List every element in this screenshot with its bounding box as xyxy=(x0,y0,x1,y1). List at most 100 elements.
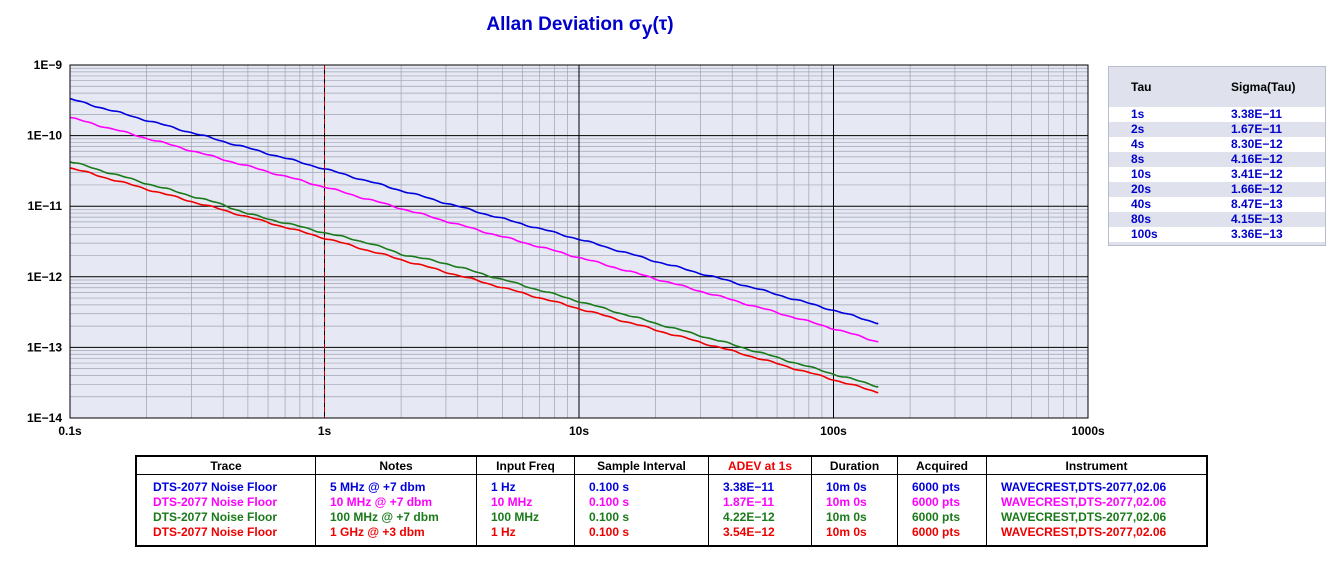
sigma-value: 3.36E−13 xyxy=(1231,227,1283,241)
sigma-value: 1.67E−11 xyxy=(1231,122,1283,136)
legend-cell: WAVECREST,DTS-2077,02.06 xyxy=(986,474,1208,494)
tau-value: 2s xyxy=(1131,122,1145,136)
legend-cell: 10m 0s xyxy=(811,509,898,524)
y-tick-label: 1E−11 xyxy=(28,199,63,213)
legend-cell: 6000 pts xyxy=(897,509,987,524)
legend-cell: 5 MHz @ +7 dbm xyxy=(315,474,477,494)
y-tick-label: 1E−14 xyxy=(27,411,62,425)
legend-cell: 10 MHz @ +7 dbm xyxy=(315,494,477,509)
tau-table-row: 1s 3.38E−11 xyxy=(1109,107,1325,122)
legend-cell: 0.100 s xyxy=(574,524,709,546)
legend-cell: DTS-2077 Noise Floor xyxy=(135,494,316,509)
tau-table-row: 4s 8.30E−12 xyxy=(1109,137,1325,152)
legend-cell: 1 Hz xyxy=(476,474,575,494)
tau-header: Tau xyxy=(1131,80,1152,94)
tau-value: 10s xyxy=(1131,167,1152,181)
legend-cell: 1 Hz xyxy=(476,524,575,546)
legend-header: Duration xyxy=(811,455,898,475)
tau-table-row: 2s 1.67E−11 xyxy=(1109,122,1325,137)
legend-header: Acquired xyxy=(897,455,987,475)
series-layer xyxy=(69,97,879,394)
legend-cell: 0.100 s xyxy=(574,509,709,524)
tau-value: 4s xyxy=(1131,137,1145,151)
legend-cell: 6000 pts xyxy=(897,474,987,494)
legend-header: Trace xyxy=(135,455,316,475)
legend-cell: 3.54E−12 xyxy=(708,524,812,546)
legend-cell: 100 MHz @ +7 dbm xyxy=(315,509,477,524)
legend-cell: 1.87E−11 xyxy=(708,494,812,509)
sigma-value: 8.47E−13 xyxy=(1231,197,1283,211)
tau-value: 1s xyxy=(1131,107,1145,121)
legend-header-row: Trace Notes Input Freq Sample Interval A… xyxy=(135,455,1208,475)
tau-value: 40s xyxy=(1131,197,1152,211)
tau-table-header: Tau Sigma(Tau) xyxy=(1109,67,1325,107)
legend-cell: 4.22E−12 xyxy=(708,509,812,524)
legend-cell: 6000 pts xyxy=(897,494,987,509)
tau-value: 20s xyxy=(1131,182,1152,196)
legend-header: ADEV at 1s xyxy=(708,455,812,475)
legend-header: Instrument xyxy=(986,455,1208,475)
series-line xyxy=(69,97,879,325)
sigma-header: Sigma(Tau) xyxy=(1231,80,1296,94)
sigma-value: 4.16E−12 xyxy=(1231,152,1283,166)
tau-table-body: 1s 3.38E−11 2s 1.67E−11 4s 8.30E−12 8s 4.16E−12… xyxy=(1109,107,1325,242)
legend-cell: 10m 0s xyxy=(811,524,898,546)
legend-body: DTS-2077 Noise Floor 5 MHz @ +7 dbm 1 Hz 0.… xyxy=(135,474,1208,546)
allan-deviation-chart: 1E−14 1E−13 1E−12 1E−11 1E−10 1E−9 0.1s 1s 10s 1… xyxy=(27,58,1105,438)
legend-cell: 10 MHz xyxy=(476,494,575,509)
legend-header: Sample Interval xyxy=(574,455,709,475)
chart-title: Allan Deviation σy(τ) xyxy=(486,14,674,40)
series-line xyxy=(69,161,879,388)
x-tick-label: 1s xyxy=(318,424,332,438)
x-axis-ticks: 0.1s 1s 10s 100s 1000s xyxy=(58,424,1105,438)
sigma-value: 3.38E−11 xyxy=(1231,107,1283,121)
y-tick-label: 1E−12 xyxy=(27,270,62,284)
tau-table-row: 8s 4.16E−12 xyxy=(1109,152,1325,167)
series-line xyxy=(69,116,879,343)
legend-cell: WAVECREST,DTS-2077,02.06 xyxy=(986,509,1208,524)
tau-value: 80s xyxy=(1131,212,1152,226)
tau-table-row: 100s 3.36E−13 xyxy=(1109,227,1325,242)
tau-value: 100s xyxy=(1131,227,1158,241)
legend-cell: 100 MHz xyxy=(476,509,575,524)
plot-border xyxy=(69,64,1089,419)
y-tick-label: 1E−9 xyxy=(34,58,63,72)
legend-header: Input Freq xyxy=(476,455,575,475)
series-line xyxy=(69,167,879,394)
tau-table-row: 80s 4.15E−13 xyxy=(1109,212,1325,227)
legend-row: DTS-2077 Noise Floor 1 GHz @ +3 dbm 1 Hz 0.… xyxy=(135,524,1208,546)
legend-header: Notes xyxy=(315,455,477,475)
legend-cell: 0.100 s xyxy=(574,494,709,509)
tau-table-row: 20s 1.66E−12 xyxy=(1109,182,1325,197)
y-tick-label: 1E−13 xyxy=(27,340,62,354)
trace-legend-table: Trace Notes Input Freq Sample Interval A… xyxy=(135,455,1208,547)
legend-cell: DTS-2077 Noise Floor xyxy=(135,509,316,524)
sigma-value: 3.41E−12 xyxy=(1231,167,1283,181)
legend-row: DTS-2077 Noise Floor 10 MHz @ +7 dbm 10 MH… xyxy=(135,494,1208,509)
legend-cell: DTS-2077 Noise Floor xyxy=(135,524,316,546)
major-grid xyxy=(70,65,1088,418)
tau-value: 8s xyxy=(1131,152,1145,166)
x-tick-label: 10s xyxy=(569,424,589,438)
legend-cell: WAVECREST,DTS-2077,02.06 xyxy=(986,524,1208,546)
y-tick-label: 1E−10 xyxy=(27,129,62,143)
tau-table-row: 10s 3.41E−12 xyxy=(1109,167,1325,182)
legend-cell: WAVECREST,DTS-2077,02.06 xyxy=(986,494,1208,509)
sigma-value: 4.15E−13 xyxy=(1231,212,1283,226)
legend-cell: DTS-2077 Noise Floor xyxy=(135,474,316,494)
legend-cell: 0.100 s xyxy=(574,474,709,494)
legend-cell: 1 GHz @ +3 dbm xyxy=(315,524,477,546)
legend-row: DTS-2077 Noise Floor 5 MHz @ +7 dbm 1 Hz 0.… xyxy=(135,474,1208,494)
legend-cell: 3.38E−11 xyxy=(708,474,812,494)
sigma-value: 8.30E−12 xyxy=(1231,137,1283,151)
x-tick-label: 100s xyxy=(820,424,847,438)
legend-cell: 6000 pts xyxy=(897,524,987,546)
x-tick-label: 0.1s xyxy=(58,424,82,438)
sigma-value: 1.66E−12 xyxy=(1231,182,1283,196)
legend-cell: 10m 0s xyxy=(811,494,898,509)
y-axis-ticks: 1E−14 1E−13 1E−12 1E−11 1E−10 1E−9 xyxy=(27,58,62,425)
x-tick-label: 1000s xyxy=(1071,424,1105,438)
legend-cell: 10m 0s xyxy=(811,474,898,494)
tau-table-row: 40s 8.47E−13 xyxy=(1109,197,1325,212)
legend-row: DTS-2077 Noise Floor 100 MHz @ +7 dbm 100 … xyxy=(135,509,1208,524)
